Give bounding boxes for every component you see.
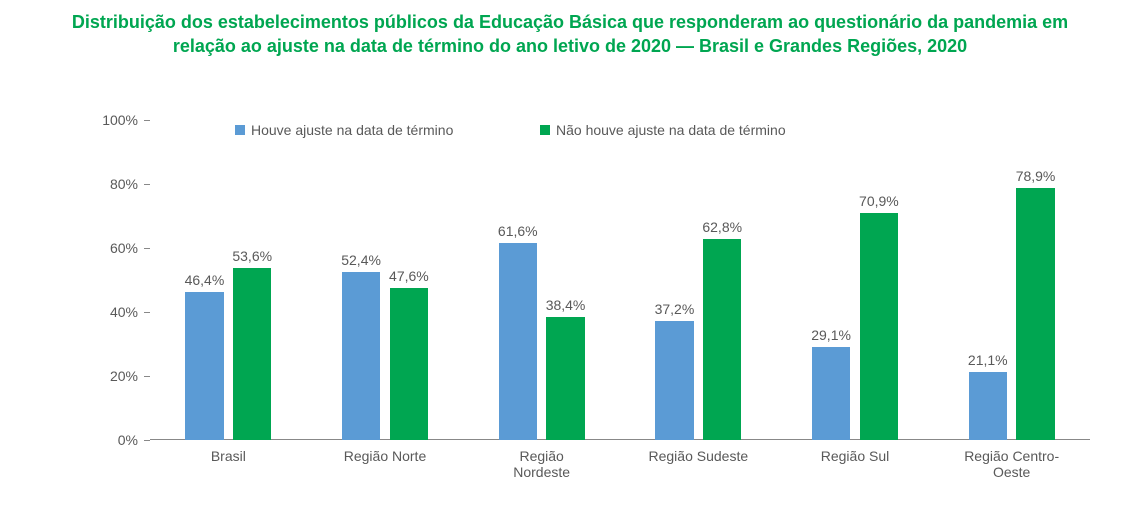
bar (812, 347, 850, 440)
x-axis-line (150, 439, 1090, 440)
bar (703, 239, 741, 440)
bar-value-label: 78,9% (1006, 168, 1066, 184)
category-label: Região Sul (777, 448, 934, 464)
bar-value-label: 52,4% (331, 252, 391, 268)
category-label: Região Norte (307, 448, 464, 464)
y-tick-mark (144, 376, 150, 377)
bar-value-label: 38,4% (536, 297, 596, 313)
legend-swatch (540, 125, 550, 135)
y-tick-label: 80% (78, 176, 138, 192)
y-tick-label: 20% (78, 368, 138, 384)
legend-swatch (235, 125, 245, 135)
chart-title: Distribuição dos estabelecimentos públic… (0, 10, 1140, 59)
bar-value-label: 47,6% (379, 268, 439, 284)
y-tick-mark (144, 120, 150, 121)
y-tick-label: 60% (78, 240, 138, 256)
category-label: Região Centro-Oeste (933, 448, 1090, 480)
category-label: RegiãoNordeste (463, 448, 620, 480)
legend-item: Houve ajuste na data de término (235, 122, 453, 138)
plot-area: 0%20%40%60%80%100%46,4%53,6%Brasil52,4%4… (150, 120, 1090, 440)
y-tick-mark (144, 312, 150, 313)
bar (969, 372, 1007, 440)
category-label: Região Sudeste (620, 448, 777, 464)
category-label: Brasil (150, 448, 307, 464)
legend-label: Houve ajuste na data de término (251, 122, 453, 138)
y-tick-label: 100% (78, 112, 138, 128)
bar-value-label: 46,4% (174, 272, 234, 288)
y-tick-mark (144, 248, 150, 249)
bar-value-label: 29,1% (801, 327, 861, 343)
y-tick-mark (144, 184, 150, 185)
legend-item: Não houve ajuste na data de término (540, 122, 786, 138)
bar-value-label: 61,6% (488, 223, 548, 239)
bar (233, 268, 271, 440)
chart-container: Distribuição dos estabelecimentos públic… (0, 0, 1140, 510)
bar (499, 243, 537, 440)
bar-value-label: 62,8% (692, 219, 752, 235)
bar-value-label: 70,9% (849, 193, 909, 209)
bar (342, 272, 380, 440)
bar (390, 288, 428, 440)
bar-value-label: 21,1% (958, 352, 1018, 368)
bar (1016, 188, 1054, 440)
bar (185, 292, 223, 440)
bar-value-label: 37,2% (644, 301, 704, 317)
bar (860, 213, 898, 440)
bar-value-label: 53,6% (222, 248, 282, 264)
y-tick-label: 40% (78, 304, 138, 320)
bar (655, 321, 693, 440)
legend-label: Não houve ajuste na data de término (556, 122, 786, 138)
y-tick-label: 0% (78, 432, 138, 448)
y-tick-mark (144, 440, 150, 441)
bar (546, 317, 584, 440)
